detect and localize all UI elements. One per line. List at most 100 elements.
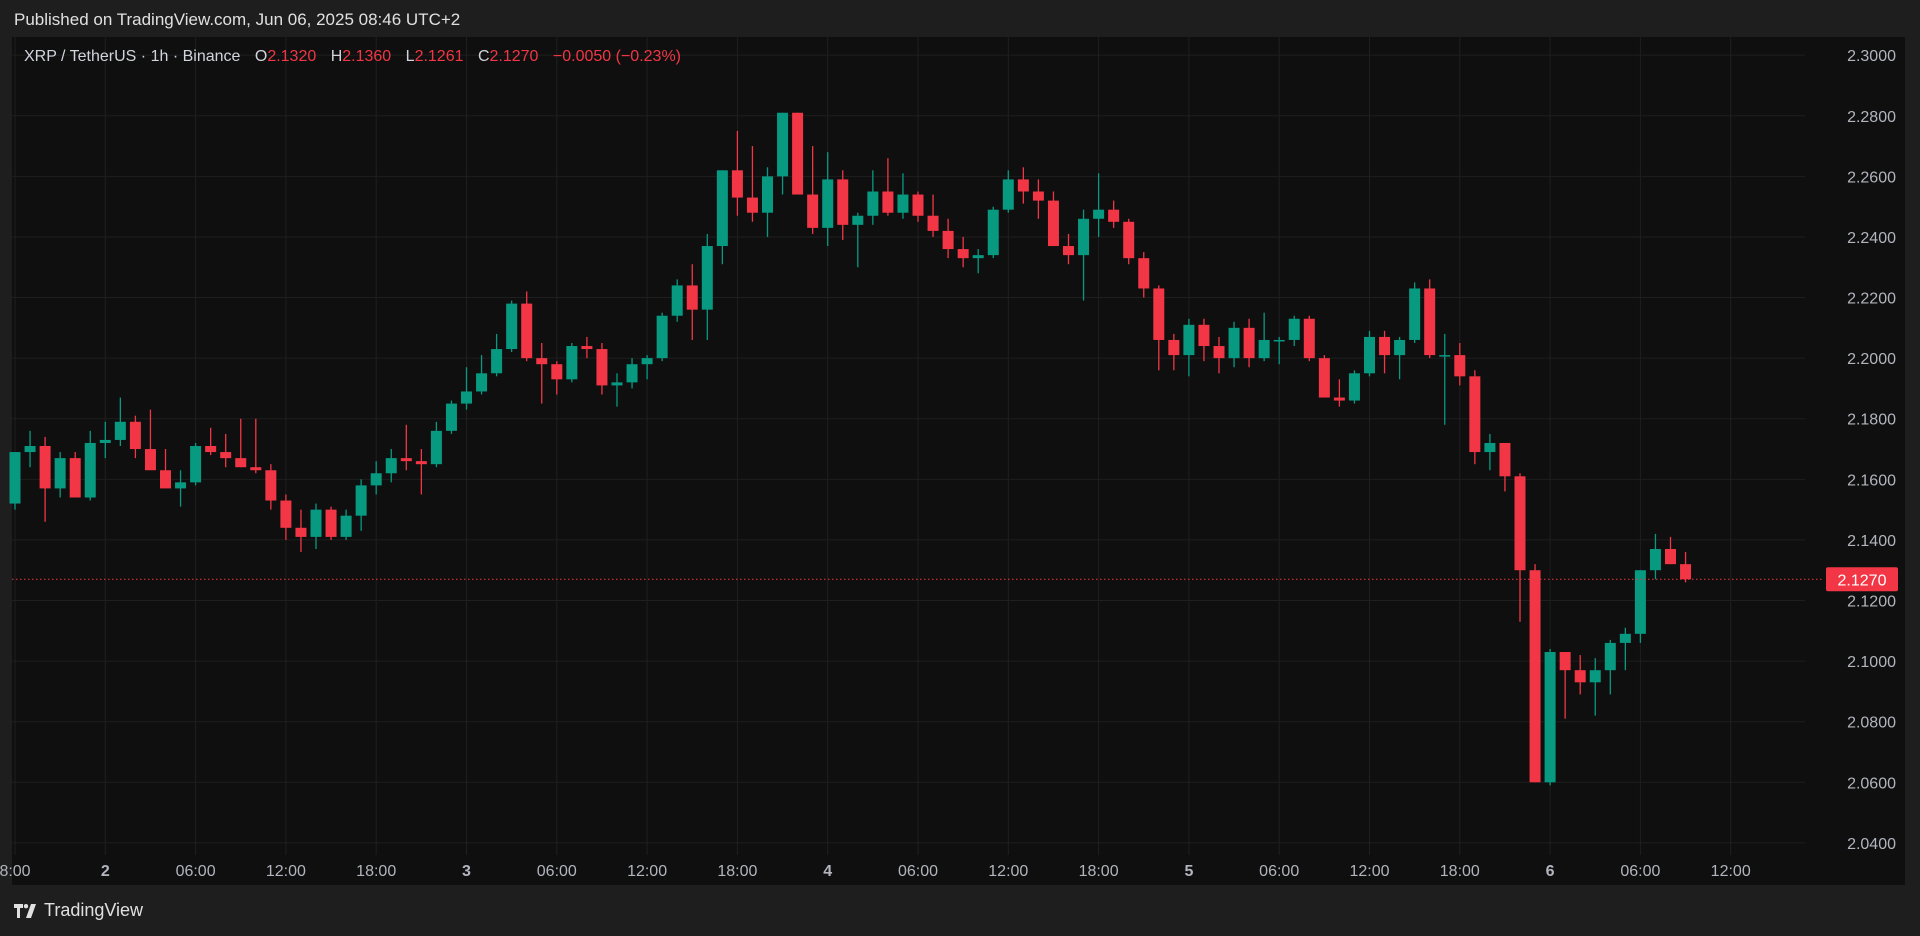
candle-body	[1333, 397, 1345, 401]
tradingview-logo-icon	[14, 903, 36, 918]
candle-body	[1439, 355, 1451, 357]
candle-body	[1574, 670, 1586, 683]
candle-body	[476, 373, 488, 392]
candle-body	[1198, 324, 1210, 347]
time-tick-label: 06:00	[1620, 863, 1660, 880]
candle-body	[461, 391, 472, 404]
time-tick-label: 06:00	[537, 863, 577, 880]
candle-body	[686, 285, 698, 310]
candle-body	[1273, 339, 1285, 342]
candle-body	[1303, 318, 1315, 359]
candle-body	[1589, 670, 1601, 683]
candle-body	[1484, 442, 1496, 453]
candle-body	[175, 482, 187, 489]
price-tick-label: 2.0400	[1847, 836, 1896, 853]
candle-body	[852, 215, 864, 225]
candle-body	[1002, 179, 1014, 210]
candle-body	[265, 470, 277, 501]
time-tick-label: 2	[101, 863, 110, 880]
candle-body	[957, 249, 969, 259]
candle-body	[1544, 652, 1556, 783]
candle-body	[822, 179, 834, 228]
candle-body	[792, 112, 804, 195]
grid	[12, 37, 1805, 855]
price-tick-label: 2.0800	[1847, 715, 1896, 732]
candle-body	[1123, 221, 1135, 259]
price-tick-label: 2.1600	[1847, 472, 1896, 489]
candle-body	[491, 349, 503, 374]
candle-body	[521, 303, 533, 359]
published-label: Published on TradingView.com, Jun 06, 20…	[14, 10, 461, 29]
candle-body	[746, 197, 758, 213]
price-tick-label: 2.3000	[1847, 48, 1896, 65]
candle-body	[340, 515, 352, 537]
candle-body	[536, 358, 548, 365]
candle-body	[280, 500, 292, 528]
candle-body	[1379, 336, 1391, 356]
candle-body	[641, 358, 653, 365]
time-tick-label: 06:00	[898, 863, 938, 880]
bottom-bar	[0, 885, 1920, 936]
candle-body	[129, 421, 141, 450]
low-value: 2.1261	[414, 48, 464, 65]
time-tick-label: 4	[823, 863, 832, 880]
time-tick-label: 5	[1184, 863, 1193, 880]
close-value: 2.1270	[489, 48, 539, 65]
candle-body	[1243, 327, 1255, 359]
candle-body	[1469, 376, 1481, 453]
price-tick-label: 2.2200	[1847, 291, 1896, 308]
low-label: L	[405, 48, 415, 65]
price-tick-label: 2.2400	[1847, 230, 1896, 247]
candle-body	[716, 170, 728, 247]
candle-body	[1499, 442, 1511, 477]
candle-body	[400, 458, 412, 462]
time-tick-label: 3	[462, 863, 471, 880]
candle-body	[24, 446, 36, 453]
high-value: 2.1360	[342, 48, 392, 65]
price-axis[interactable]: 2.0400 2.0600 2.0800 2.1000 2.1200 2.1400 2.16…	[1847, 48, 1896, 853]
price-tick-label: 2.1200	[1847, 594, 1896, 611]
chart-frame[interactable]	[12, 37, 1905, 885]
tradingview-logo[interactable]: TradingView	[14, 900, 143, 921]
time-tick-label: 8:00	[0, 863, 31, 880]
candle-body	[551, 364, 563, 380]
open-label: O	[254, 48, 268, 65]
candle-body	[671, 285, 683, 316]
candle-body	[295, 527, 307, 537]
candle-body	[190, 446, 202, 483]
candle-body	[1183, 324, 1195, 356]
candle-body	[1619, 633, 1631, 643]
candle-body	[972, 255, 984, 259]
candle-body	[355, 485, 367, 516]
candle-body	[160, 470, 171, 489]
time-tick-label: 18:00	[717, 863, 757, 880]
candle-body	[656, 315, 668, 359]
candle-body	[897, 194, 909, 213]
candles	[9, 112, 1692, 786]
candle-body	[1424, 288, 1436, 356]
candle-body	[1514, 476, 1526, 571]
candle-body	[867, 191, 879, 216]
high-label: H	[330, 48, 343, 65]
candle-body	[1409, 288, 1421, 340]
symbol-label[interactable]: XRP / TetherUS · 1h · Binance	[24, 48, 241, 65]
candle-body	[807, 194, 819, 228]
candle-body	[1138, 258, 1150, 289]
candle-body	[762, 176, 773, 213]
candle-body	[144, 449, 156, 471]
price-tick-label: 2.1800	[1847, 412, 1896, 429]
candle-body	[1063, 246, 1074, 256]
candle-body	[310, 509, 322, 537]
candle-body	[1665, 549, 1676, 565]
candle-body	[626, 364, 638, 383]
candle-body	[1213, 346, 1225, 359]
time-axis[interactable]: 8:00 2 06:00 12:00 18:00 3 06:00 12:00 18:00 4 06:…	[0, 863, 1751, 880]
time-tick-label: 12:00	[1349, 863, 1389, 880]
candle-body	[430, 430, 442, 465]
candle-body	[731, 170, 743, 198]
candle-body	[1318, 358, 1330, 398]
candle-body	[927, 215, 939, 231]
time-tick-label: 18:00	[356, 863, 396, 880]
candle-body	[1454, 355, 1466, 377]
